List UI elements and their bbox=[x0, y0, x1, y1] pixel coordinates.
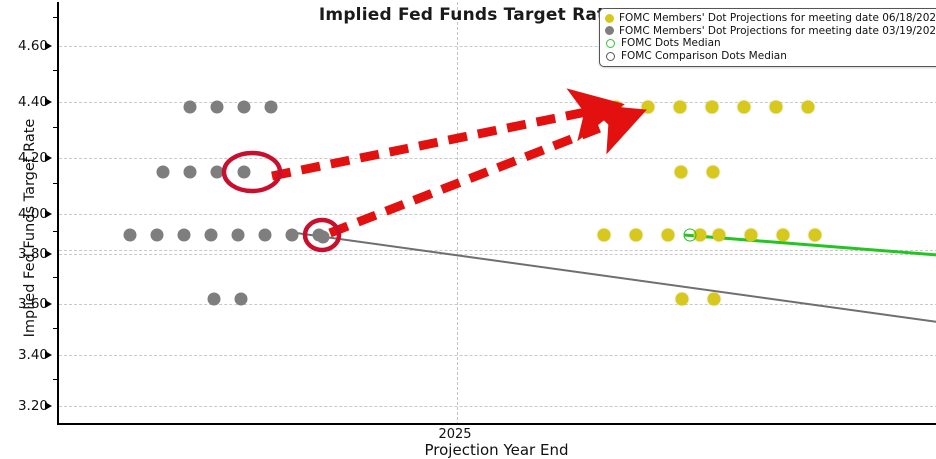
comparison-median-line bbox=[288, 231, 936, 323]
chart-legend[interactable]: FOMC Members' Dot Projections for meetin… bbox=[599, 8, 936, 68]
dot-gray bbox=[207, 292, 221, 306]
dot-gold bbox=[769, 100, 783, 114]
ytick-arrow bbox=[45, 210, 52, 218]
ytick-minor bbox=[53, 328, 59, 329]
legend-item-gold[interactable]: FOMC Members' Dot Projections for meetin… bbox=[605, 12, 936, 25]
ytick-minor bbox=[53, 70, 59, 71]
dot-gold bbox=[661, 228, 675, 242]
dot-gray bbox=[150, 228, 164, 242]
dot-gold bbox=[712, 228, 726, 242]
ytick-minor bbox=[53, 17, 59, 18]
xtick-label-2025: 2025 bbox=[438, 427, 472, 442]
dot-gold bbox=[675, 292, 689, 306]
dot-gray bbox=[210, 165, 224, 179]
dot-gray bbox=[123, 228, 137, 242]
dot-gold bbox=[707, 292, 721, 306]
gold-dot-icon bbox=[605, 13, 614, 23]
page-title: Implied Fed Funds Target Rate bbox=[318, 5, 618, 25]
gridline-3.80 bbox=[59, 254, 936, 255]
dot-gold bbox=[737, 100, 751, 114]
legend-item-median[interactable]: FOMC Dots Median bbox=[605, 37, 936, 50]
ytick-arrow bbox=[45, 351, 52, 359]
green-ring-icon bbox=[606, 38, 615, 48]
gridline-3.40 bbox=[59, 355, 936, 356]
dot-gray bbox=[183, 100, 197, 114]
gridline-2025 bbox=[457, 2, 458, 423]
ytick-arrow bbox=[45, 402, 52, 410]
dot-gray bbox=[264, 100, 278, 114]
dot-gold bbox=[706, 165, 720, 179]
dot-gold bbox=[629, 228, 643, 242]
ytick-arrow bbox=[45, 250, 52, 258]
dot-gold bbox=[808, 228, 822, 242]
dot-gold bbox=[641, 100, 655, 114]
gridline-3.60 bbox=[59, 304, 936, 305]
dot-gray bbox=[258, 228, 272, 242]
dot-gold bbox=[673, 100, 687, 114]
legend-label: FOMC Dots Median bbox=[621, 37, 721, 50]
ytick-label: 4.20 bbox=[17, 150, 48, 166]
dot-gold bbox=[597, 228, 611, 242]
dots-median-marker bbox=[683, 228, 697, 242]
ytick-label: 3.80 bbox=[17, 246, 48, 262]
ytick-minor bbox=[53, 183, 59, 184]
dot-gold bbox=[776, 228, 790, 242]
ytick-label: 3.20 bbox=[17, 398, 48, 414]
dot-gold bbox=[705, 100, 719, 114]
ytick-minor bbox=[53, 379, 59, 380]
gridline-4.20 bbox=[59, 158, 936, 159]
dot-gray bbox=[316, 230, 330, 244]
ytick-minor bbox=[53, 127, 59, 128]
legend-item-gray[interactable]: FOMC Members' Dot Projections for meetin… bbox=[605, 25, 936, 38]
dot-gray bbox=[231, 228, 245, 242]
dot-gold bbox=[674, 165, 688, 179]
ytick-arrow bbox=[45, 98, 52, 106]
dot-gray bbox=[156, 165, 170, 179]
gray-ring-icon bbox=[606, 51, 615, 61]
legend-label: FOMC Members' Dot Projections for meetin… bbox=[619, 12, 936, 25]
dot-gold bbox=[801, 100, 815, 114]
legend-label: FOMC Members' Dot Projections for meetin… bbox=[619, 24, 936, 37]
dot-gray bbox=[237, 165, 251, 179]
ytick-label: 4.60 bbox=[17, 38, 48, 54]
ytick-label: 4.00 bbox=[17, 206, 48, 222]
dot-gold bbox=[744, 228, 758, 242]
y-axis-title: Implied Fed Funds Target Rate bbox=[22, 118, 38, 338]
ytick-label: 4.40 bbox=[17, 94, 48, 110]
ytick-arrow bbox=[45, 300, 52, 308]
ytick-arrow bbox=[45, 42, 52, 50]
dot-gold bbox=[693, 228, 707, 242]
dot-gray bbox=[204, 228, 218, 242]
dot-gray bbox=[183, 165, 197, 179]
gridline-4.00 bbox=[59, 214, 936, 215]
dot-gray bbox=[210, 100, 224, 114]
ytick-minor bbox=[53, 231, 59, 232]
dot-gray bbox=[237, 100, 251, 114]
dot-gray bbox=[234, 292, 248, 306]
dot-gray bbox=[177, 228, 191, 242]
gridline-4.40 bbox=[59, 102, 936, 103]
gray-dot-icon bbox=[605, 26, 614, 36]
dot-gold bbox=[609, 100, 623, 114]
x-axis-title: Projection Year End bbox=[424, 441, 569, 459]
legend-label: FOMC Comparison Dots Median bbox=[621, 49, 787, 62]
dot-gray bbox=[285, 228, 299, 242]
ytick-arrow bbox=[45, 154, 52, 162]
ytick-label: 3.40 bbox=[17, 347, 48, 363]
gridline-3.20 bbox=[59, 406, 936, 407]
gridline-4.60 bbox=[59, 46, 936, 47]
gridline-3.875-sub bbox=[59, 250, 936, 251]
ytick-minor bbox=[53, 277, 59, 278]
legend-item-comparison-median[interactable]: FOMC Comparison Dots Median bbox=[605, 50, 936, 63]
ytick-label: 3.60 bbox=[17, 296, 48, 312]
